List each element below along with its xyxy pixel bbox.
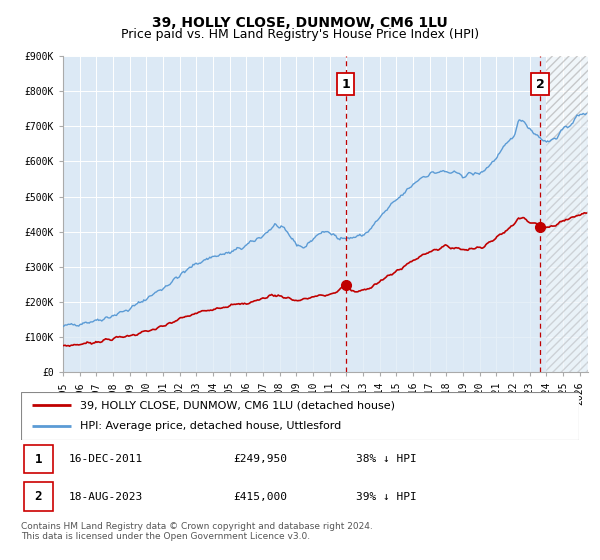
FancyBboxPatch shape bbox=[21, 392, 579, 440]
Text: 2: 2 bbox=[536, 78, 545, 91]
Text: £249,950: £249,950 bbox=[233, 454, 287, 464]
Bar bbox=[547, 56, 588, 372]
FancyBboxPatch shape bbox=[24, 483, 53, 511]
Text: 38% ↓ HPI: 38% ↓ HPI bbox=[356, 454, 416, 464]
Text: £415,000: £415,000 bbox=[233, 492, 287, 502]
Text: 1: 1 bbox=[341, 78, 350, 91]
Text: Price paid vs. HM Land Registry's House Price Index (HPI): Price paid vs. HM Land Registry's House … bbox=[121, 28, 479, 41]
Text: 39% ↓ HPI: 39% ↓ HPI bbox=[356, 492, 416, 502]
Text: 2: 2 bbox=[35, 491, 42, 503]
Text: Contains HM Land Registry data © Crown copyright and database right 2024.
This d: Contains HM Land Registry data © Crown c… bbox=[21, 522, 373, 542]
Text: 18-AUG-2023: 18-AUG-2023 bbox=[68, 492, 143, 502]
Text: 16-DEC-2011: 16-DEC-2011 bbox=[68, 454, 143, 464]
Text: 39, HOLLY CLOSE, DUNMOW, CM6 1LU (detached house): 39, HOLLY CLOSE, DUNMOW, CM6 1LU (detach… bbox=[80, 400, 395, 410]
FancyBboxPatch shape bbox=[24, 445, 53, 473]
Text: HPI: Average price, detached house, Uttlesford: HPI: Average price, detached house, Uttl… bbox=[80, 421, 341, 431]
Text: 1: 1 bbox=[35, 452, 42, 465]
Text: 39, HOLLY CLOSE, DUNMOW, CM6 1LU: 39, HOLLY CLOSE, DUNMOW, CM6 1LU bbox=[152, 16, 448, 30]
